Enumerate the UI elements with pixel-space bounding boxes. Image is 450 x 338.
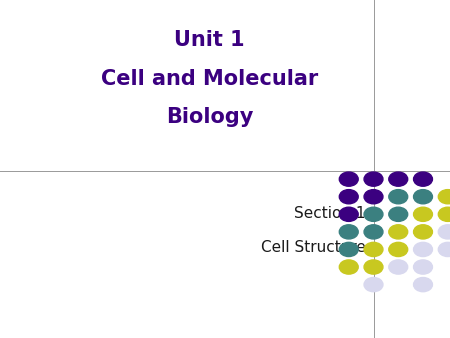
Text: Cell Structure: Cell Structure (261, 240, 365, 255)
Circle shape (414, 260, 432, 274)
Circle shape (389, 207, 408, 221)
Circle shape (339, 260, 358, 274)
Circle shape (364, 242, 383, 257)
Circle shape (414, 172, 432, 186)
Circle shape (414, 242, 432, 257)
Circle shape (438, 190, 450, 204)
Circle shape (364, 172, 383, 186)
Circle shape (389, 225, 408, 239)
Circle shape (339, 190, 358, 204)
Circle shape (364, 207, 383, 221)
Circle shape (438, 207, 450, 221)
Text: Biology: Biology (166, 107, 253, 127)
Circle shape (389, 172, 408, 186)
Circle shape (339, 242, 358, 257)
Circle shape (414, 190, 432, 204)
Circle shape (339, 172, 358, 186)
Circle shape (389, 190, 408, 204)
Circle shape (364, 190, 383, 204)
Text: Cell and Molecular: Cell and Molecular (101, 69, 318, 89)
Circle shape (414, 207, 432, 221)
Circle shape (364, 277, 383, 292)
Circle shape (389, 242, 408, 257)
Text: Unit 1: Unit 1 (175, 30, 245, 50)
Circle shape (438, 242, 450, 257)
Circle shape (389, 260, 408, 274)
Circle shape (339, 207, 358, 221)
Text: Section 1: Section 1 (294, 206, 365, 221)
Circle shape (339, 225, 358, 239)
Circle shape (414, 277, 432, 292)
Circle shape (364, 260, 383, 274)
Circle shape (364, 225, 383, 239)
Circle shape (414, 225, 432, 239)
Circle shape (438, 225, 450, 239)
